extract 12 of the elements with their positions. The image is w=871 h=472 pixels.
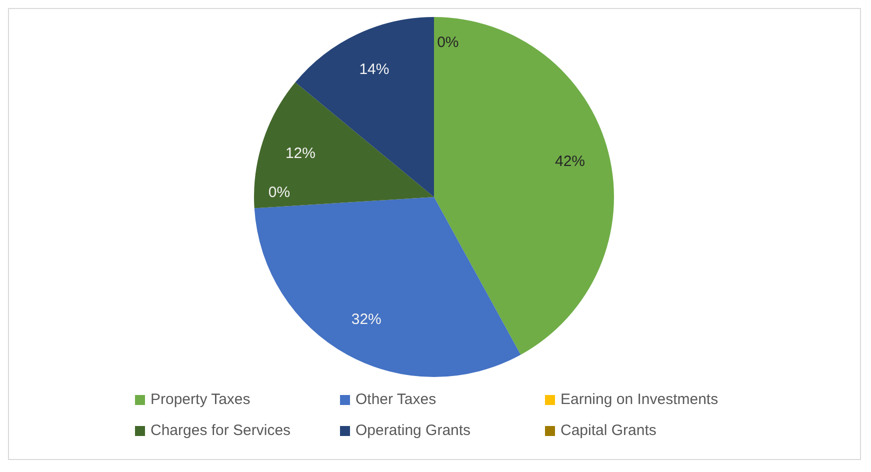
legend-label: Capital Grants [560, 422, 656, 439]
legend-label: Property Taxes [150, 391, 250, 408]
legend-label: Charges for Services [150, 422, 291, 439]
legend-label: Operating Grants [356, 422, 471, 439]
text: 0% [268, 184, 290, 201]
legend-label: Other Taxes [356, 391, 436, 408]
data-label: 42% [554, 153, 586, 170]
data-label: 32% [351, 311, 382, 328]
data-label: 14% [359, 61, 390, 78]
data-label: 12% [285, 144, 316, 162]
text: 0% [437, 34, 459, 51]
legend-label: Earning on Investments [560, 391, 718, 408]
